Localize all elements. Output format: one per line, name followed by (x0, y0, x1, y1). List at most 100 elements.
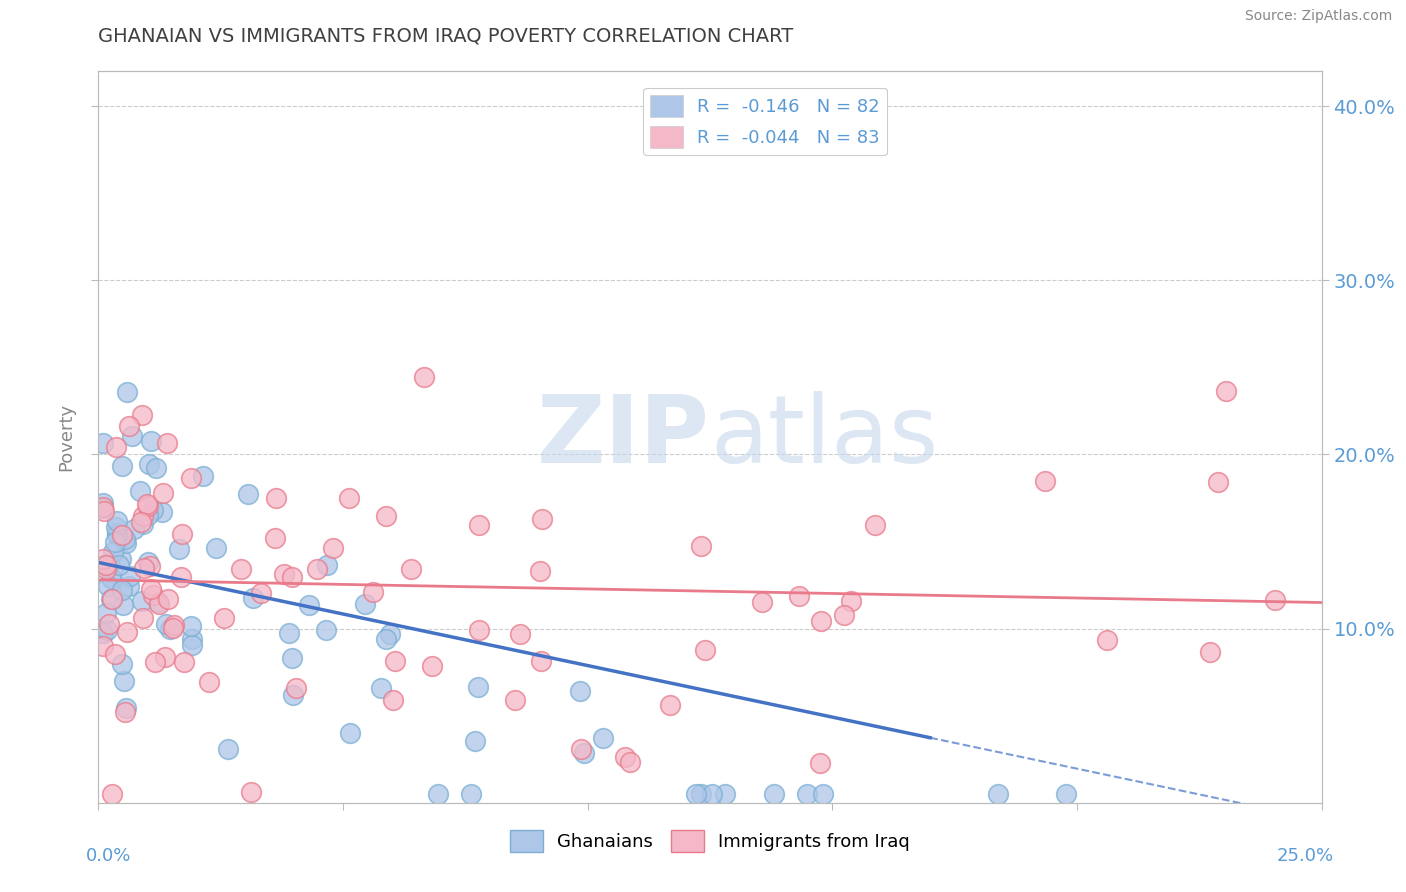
Point (460, 787, 482, 801)
Point (114, 535, 136, 549)
Point (808, 756, 831, 771)
Point (111, 527, 134, 541)
Point (91, 626, 114, 640)
Point (464, 734, 486, 748)
Point (97, 579, 120, 593)
Point (987, 787, 1010, 801)
Point (569, 742, 592, 756)
Point (263, 531, 285, 545)
Point (503, 693, 526, 707)
Point (384, 654, 406, 668)
Point (363, 585, 385, 599)
Point (381, 692, 404, 706)
Point (156, 436, 179, 450)
Point (118, 419, 141, 434)
Point (468, 518, 491, 533)
Point (283, 688, 305, 702)
Point (104, 534, 127, 549)
Point (529, 564, 551, 578)
Point (375, 508, 398, 523)
Point (132, 509, 155, 524)
Point (212, 611, 235, 625)
Point (101, 545, 124, 559)
Point (143, 655, 166, 669)
Point (592, 731, 614, 745)
Point (91, 639, 114, 653)
Point (693, 643, 716, 657)
Point (315, 623, 337, 637)
Point (530, 654, 553, 668)
Point (101, 787, 124, 801)
Point (572, 746, 595, 760)
Point (281, 651, 304, 665)
Point (307, 562, 329, 576)
Point (370, 681, 392, 695)
Point (139, 582, 162, 596)
Point (832, 608, 855, 623)
Point (111, 458, 134, 473)
Point (281, 570, 304, 584)
Point (264, 491, 287, 506)
Point (132, 611, 155, 625)
Point (129, 484, 152, 499)
Point (1215, 384, 1237, 398)
Text: atlas: atlas (710, 391, 938, 483)
Text: ZIP: ZIP (537, 391, 710, 483)
Point (157, 591, 180, 606)
Point (1033, 475, 1056, 489)
Point (339, 726, 361, 740)
Point (112, 674, 135, 689)
Point (118, 579, 141, 593)
Point (568, 684, 591, 698)
Point (124, 522, 146, 536)
Point (751, 595, 773, 609)
Point (93, 558, 115, 573)
Point (152, 486, 174, 500)
Point (105, 528, 128, 542)
Point (284, 681, 307, 695)
Point (136, 555, 159, 569)
Point (337, 491, 360, 506)
Point (242, 591, 264, 605)
Point (94, 558, 117, 573)
Point (316, 558, 339, 572)
Point (658, 698, 681, 712)
Point (811, 787, 834, 801)
Point (136, 498, 159, 512)
Y-axis label: Poverty: Poverty (58, 403, 76, 471)
Point (399, 561, 422, 575)
Point (426, 787, 449, 801)
Point (181, 632, 204, 646)
Point (139, 559, 162, 574)
Point (142, 588, 165, 602)
Point (509, 627, 531, 641)
Point (685, 787, 707, 801)
Point (132, 561, 155, 575)
Point (131, 594, 153, 608)
Point (105, 526, 128, 541)
Point (129, 516, 152, 530)
Point (146, 595, 169, 609)
Point (114, 701, 136, 715)
Point (114, 532, 136, 546)
Point (787, 589, 810, 603)
Text: GHANAIAN VS IMMIGRANTS FROM IRAQ POVERTY CORRELATION CHART: GHANAIAN VS IMMIGRANTS FROM IRAQ POVERTY… (98, 27, 793, 45)
Point (236, 487, 259, 501)
Point (142, 503, 165, 517)
Point (863, 517, 886, 532)
Point (150, 505, 173, 519)
Point (278, 626, 301, 640)
Point (193, 469, 215, 483)
Point (231, 562, 253, 576)
Point (700, 787, 723, 801)
Point (614, 750, 637, 764)
Point (91, 496, 114, 510)
Point (1097, 633, 1119, 648)
Point (131, 408, 153, 422)
Point (180, 618, 202, 632)
Point (420, 659, 443, 673)
Point (796, 787, 818, 801)
Point (170, 527, 193, 541)
Point (112, 598, 135, 612)
Point (180, 471, 202, 485)
